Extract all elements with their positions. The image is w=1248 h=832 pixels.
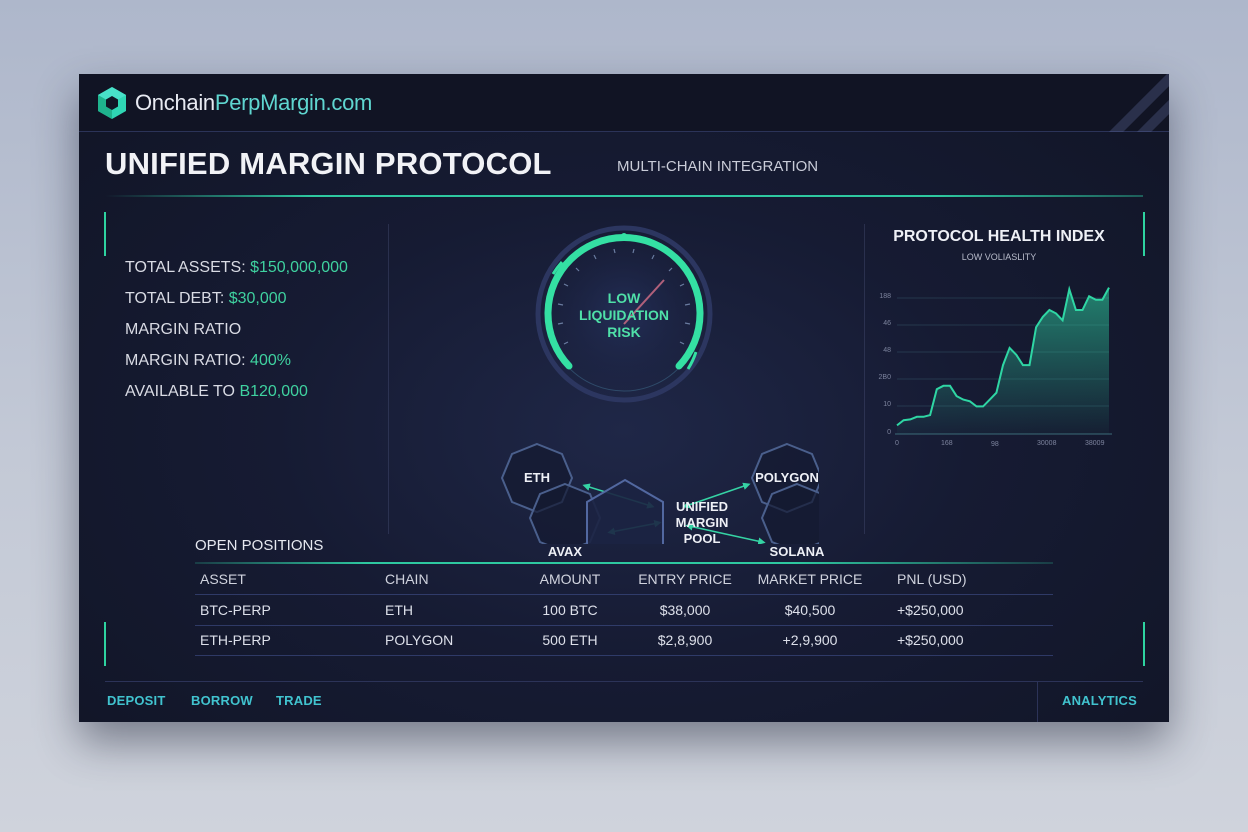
col-market-price[interactable]: MARKET PRICE (745, 564, 875, 595)
footer-separator (1037, 682, 1038, 722)
table-header-row: ASSET CHAIN AMOUNT ENTRY PRICE MARKET PR… (195, 564, 1053, 595)
x-tick: 98 (991, 440, 999, 448)
col-pnl[interactable]: PNL (USD) (875, 564, 1053, 595)
cell-chain: POLYGON (385, 625, 515, 656)
col-entry-price[interactable]: ENTRY PRICE (625, 564, 745, 595)
cell-market-price: $40,500 (745, 595, 875, 626)
cell-amount: 500 ETH (515, 625, 625, 656)
gauge-network-graphic (419, 214, 819, 544)
risk-network-panel: LOW LIQUIDATION RISK UNIFIED MARGIN POOL… (419, 214, 819, 544)
y-tick: 188 (869, 293, 891, 300)
x-tick: 38009 (1085, 440, 1104, 447)
title-divider (105, 195, 1143, 197)
col-amount[interactable]: AMOUNT (515, 564, 625, 595)
right-panel-divider (864, 224, 865, 534)
nav-deposit[interactable]: DEPOSIT (107, 693, 165, 708)
col-chain[interactable]: CHAIN (385, 564, 515, 595)
positions-title: OPEN POSITIONS (195, 536, 1053, 562)
y-tick: 2B0 (869, 374, 891, 381)
node-polygon[interactable]: POLYGON (752, 470, 822, 485)
left-accent-bar-bottom (104, 622, 106, 666)
footer-divider (105, 681, 1143, 682)
nav-trade[interactable]: TRADE (276, 693, 322, 708)
account-stats: TOTAL ASSETS: $150,000,000 TOTAL DEBT: $… (125, 258, 348, 413)
app-window: OnchainPerpMargin.com UNIFIED MARGIN PRO… (79, 74, 1169, 722)
stat-total-assets: TOTAL ASSETS: $150,000,000 (125, 258, 348, 289)
cell-market-price: +2,9,900 (745, 625, 875, 656)
left-panel-divider (388, 224, 389, 534)
cell-entry-price: $38,000 (625, 595, 745, 626)
nav-analytics[interactable]: ANALYTICS (1062, 693, 1137, 708)
cell-asset: ETH-PERP (195, 625, 385, 656)
page-subtitle: MULTI-CHAIN INTEGRATION (617, 158, 818, 175)
left-accent-bar-top (104, 212, 106, 256)
corner-decoration (1109, 74, 1169, 132)
table-row[interactable]: BTC-PERP ETH 100 BTC $38,000 $40,500 +$2… (195, 595, 1053, 626)
y-tick: 0 (869, 429, 891, 436)
right-accent-bar-top (1143, 212, 1145, 256)
table-row[interactable]: ETH-PERP POLYGON 500 ETH $2,8,900 +2,9,9… (195, 625, 1053, 656)
open-positions: OPEN POSITIONS ASSET CHAIN AMOUNT ENTRY … (195, 536, 1053, 656)
right-accent-bar-bottom (1143, 622, 1145, 666)
y-tick: 10 (869, 401, 891, 408)
node-eth[interactable]: ETH (512, 470, 562, 485)
nav-borrow[interactable]: BORROW (191, 693, 253, 708)
cell-chain: ETH (385, 595, 515, 626)
cell-amount: 100 BTC (515, 595, 625, 626)
brand-name[interactable]: OnchainPerpMargin.com (135, 90, 372, 116)
y-tick: 46 (869, 320, 891, 327)
hexagon-cube-icon (95, 86, 129, 120)
top-bar: OnchainPerpMargin.com (79, 74, 1169, 132)
cell-asset: BTC-PERP (195, 595, 385, 626)
x-tick: 30008 (1037, 440, 1056, 447)
health-index-chart (869, 224, 1129, 464)
x-tick: 168 (941, 440, 953, 447)
x-tick: 0 (895, 440, 899, 447)
page-title: UNIFIED MARGIN PROTOCOL (105, 146, 552, 182)
cell-entry-price: $2,8,900 (625, 625, 745, 656)
stat-margin-ratio: MARGIN RATIO: 400% (125, 351, 348, 382)
gauge-status-label: LOW LIQUIDATION RISK (569, 290, 679, 341)
health-index-panel: PROTOCOL HEALTH INDEX LOW VOLIASLITY 188… (869, 224, 1119, 464)
stat-available: AVAILABLE TO B120,000 (125, 382, 348, 413)
stat-margin-ratio-label: MARGIN RATIO (125, 320, 348, 351)
cell-pnl: +$250,000 (875, 625, 1053, 656)
positions-table: ASSET CHAIN AMOUNT ENTRY PRICE MARKET PR… (195, 564, 1053, 656)
stat-total-debt: TOTAL DEBT: $30,000 (125, 289, 348, 320)
col-asset[interactable]: ASSET (195, 564, 385, 595)
cell-pnl: +$250,000 (875, 595, 1053, 626)
y-tick: 48 (869, 347, 891, 354)
